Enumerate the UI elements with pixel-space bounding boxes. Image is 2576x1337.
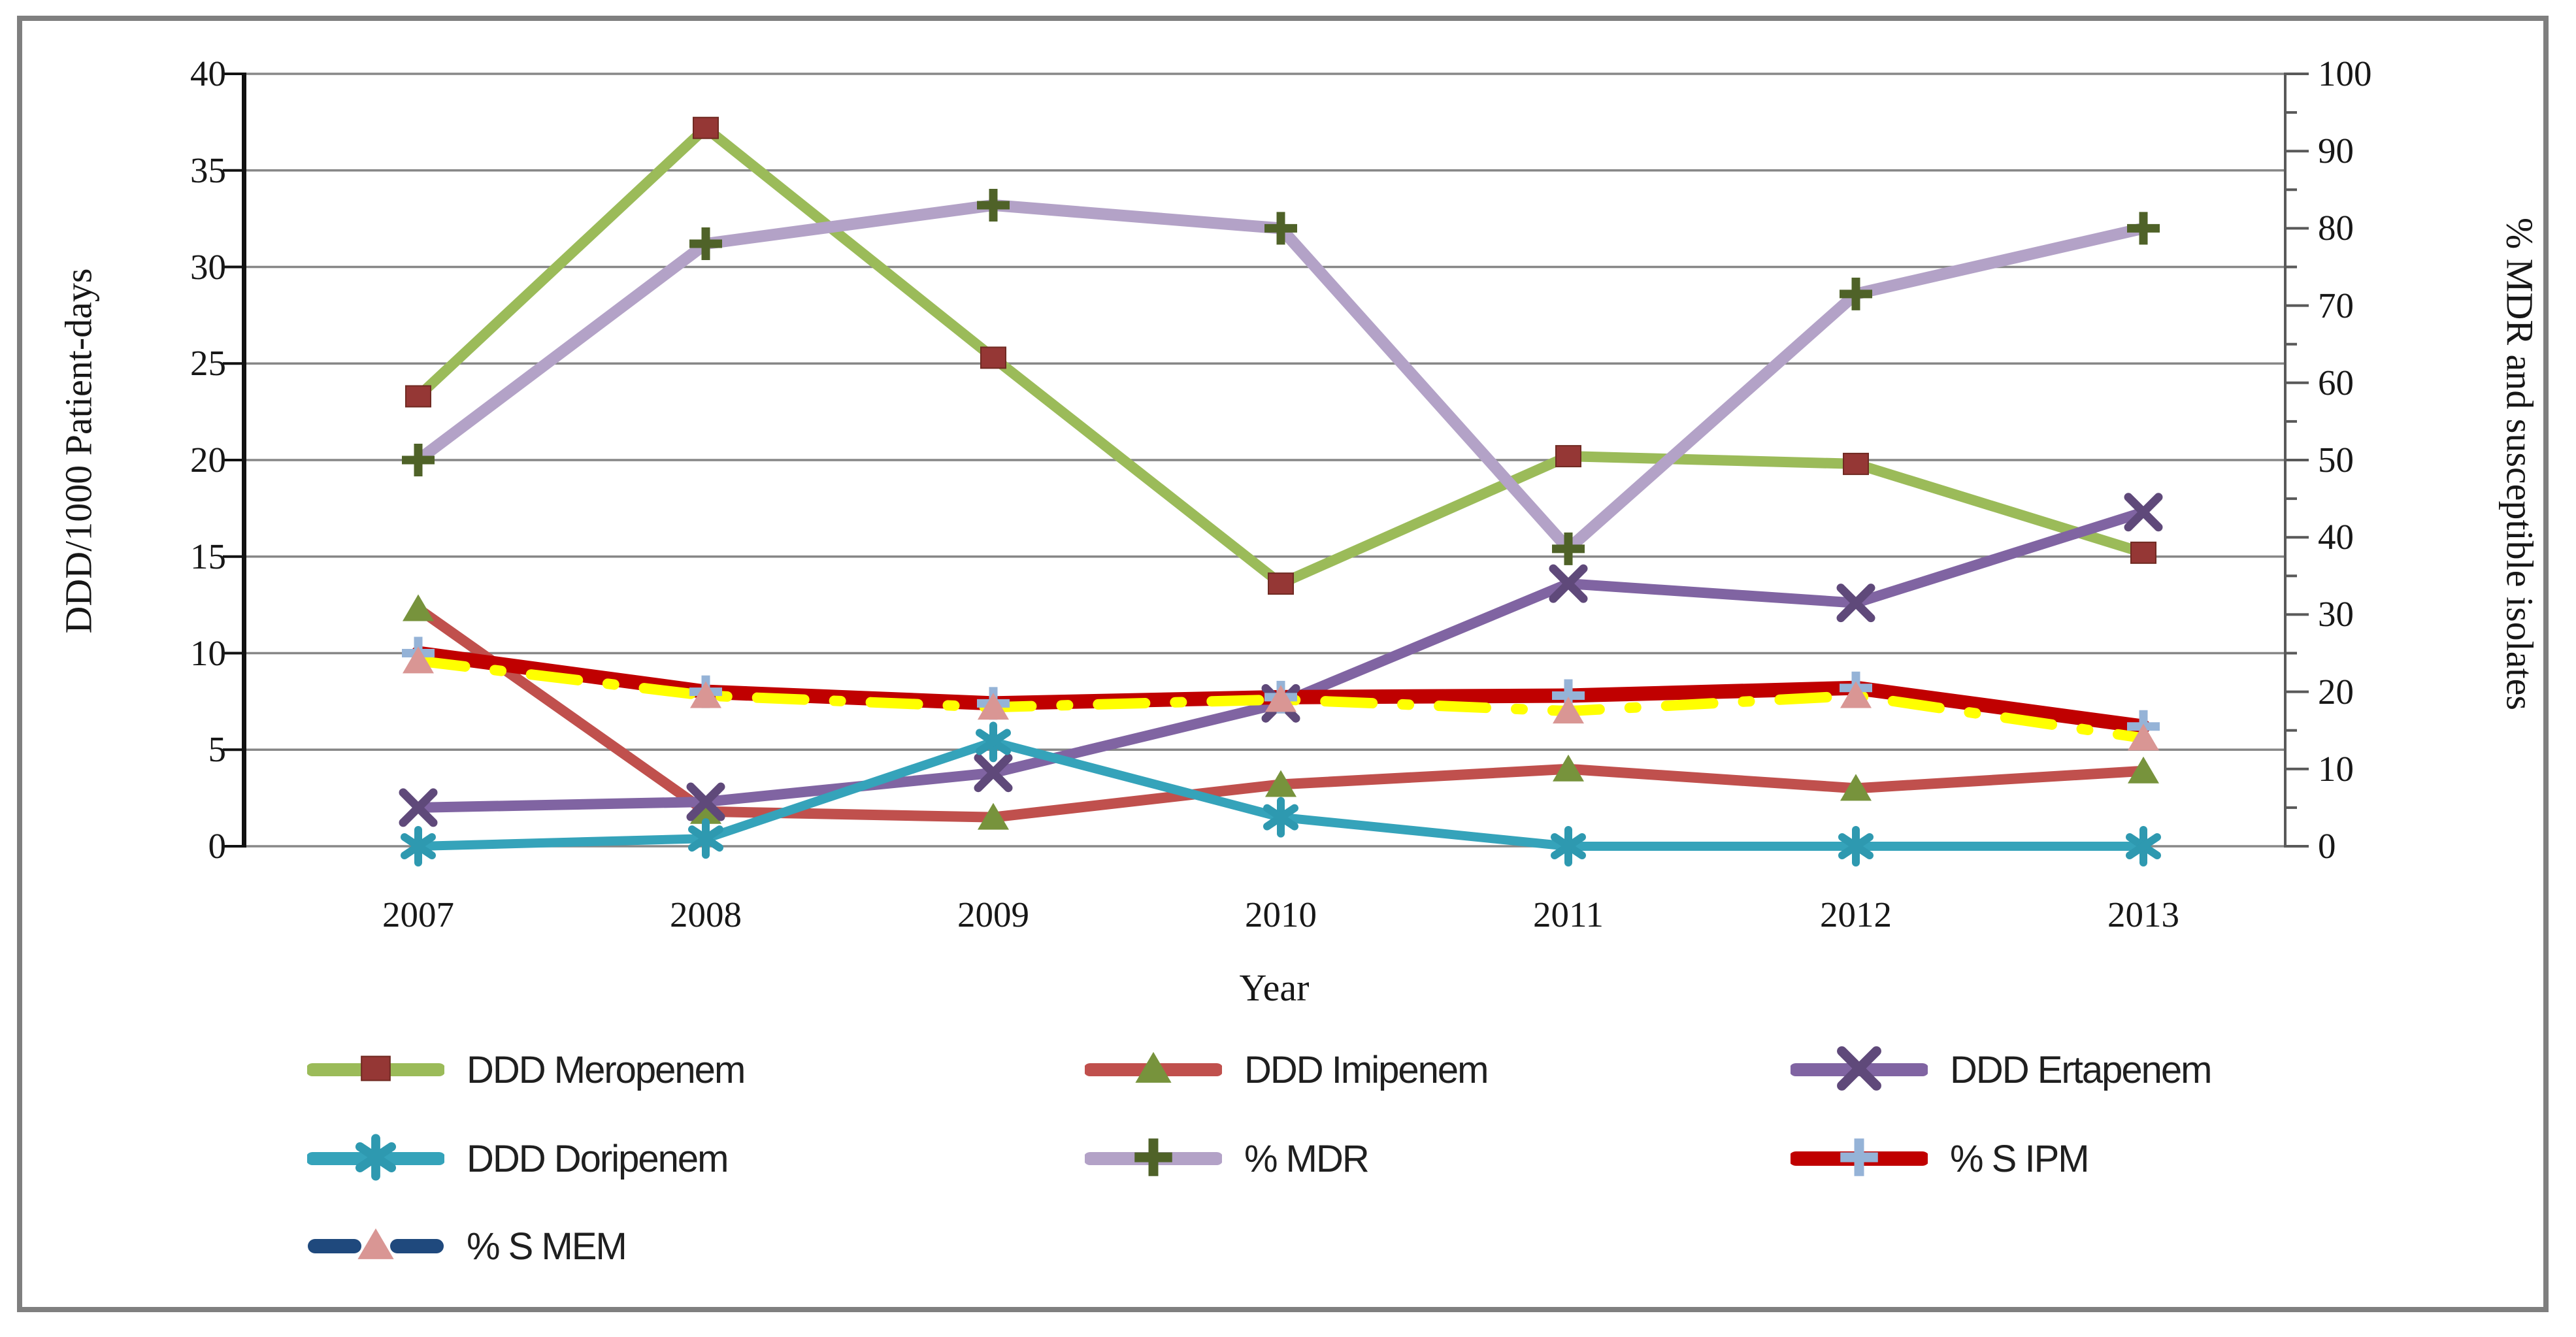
- legend-item: % S IPM: [1791, 1116, 2090, 1201]
- y-right-tick-label: 80: [2318, 208, 2354, 248]
- right-axis-title: % MDR and susceptible isolates: [2498, 218, 2541, 710]
- legend-item: DDD Ertapenem: [1791, 1027, 2212, 1112]
- x-tick-label: 2007: [382, 895, 454, 934]
- series-line: [413, 122, 2149, 589]
- y-right-tick-label: 70: [2318, 285, 2354, 325]
- legend-item: % MDR: [1085, 1116, 1370, 1201]
- y-left-tick-label: 20: [190, 440, 226, 480]
- left-axis-title: DDD/1000 Patient-days: [57, 268, 100, 634]
- x-tick-label: 2008: [670, 895, 742, 934]
- y-left-tick-label: 10: [190, 633, 226, 673]
- y-right-tick-label: 20: [2318, 671, 2354, 712]
- legend-label: % MDR: [1244, 1137, 1370, 1180]
- y-right-tick-label: 90: [2318, 131, 2354, 171]
- legend-glyph-plus-icon: [1085, 1138, 1222, 1176]
- series-line: [412, 199, 2149, 555]
- legend-glyph-x-icon: [1791, 1046, 1928, 1091]
- legend-item: % S MEM: [307, 1204, 627, 1289]
- y-right-tick-label: 10: [2318, 748, 2354, 789]
- legend-glyph-triangle-icon: [1085, 1051, 1222, 1083]
- y-left-tick-label: 40: [190, 54, 226, 93]
- legend-glyph-asterisk-icon: [307, 1134, 444, 1181]
- x-axis-title: Year: [1239, 966, 1310, 1009]
- legend-label: % S MEM: [467, 1225, 627, 1268]
- legend-label: DDD Imipenem: [1244, 1048, 1489, 1091]
- y-right-tick-label: 40: [2318, 517, 2354, 557]
- y-right-tick-label: 100: [2318, 54, 2372, 93]
- y-left-tick-label: 5: [208, 729, 227, 770]
- legend-label: % S IPM: [1950, 1137, 2090, 1180]
- y-left-tick-label: 0: [208, 826, 227, 866]
- y-right-tick-label: 30: [2318, 594, 2354, 635]
- gridlines: [246, 73, 2284, 848]
- y-right-tick-label: 60: [2318, 362, 2354, 403]
- y-left-tick-label: 30: [190, 246, 226, 287]
- legend-label: DDD Meropenem: [467, 1048, 746, 1091]
- x-tick-label: 2012: [1820, 895, 1892, 934]
- y-left-tick-label: 35: [190, 150, 226, 190]
- x-tick-label: 2009: [957, 895, 1029, 934]
- legend-item: DDD Imipenem: [1085, 1027, 1489, 1112]
- legend-glyph-square-icon: [307, 1055, 444, 1081]
- x-tick-label: 2010: [1245, 895, 1317, 934]
- axes: [223, 73, 2309, 848]
- legend-item: DDD Meropenem: [307, 1027, 746, 1112]
- series-markers: [399, 116, 2163, 867]
- y-left-tick-label: 25: [190, 343, 226, 384]
- legend-label: DDD Ertapenem: [1950, 1048, 2212, 1091]
- legend-item: DDD Doripenem: [307, 1116, 729, 1201]
- legend-glyph-plus-icon: [1791, 1138, 1928, 1176]
- legend-glyph-triangle-icon: [308, 1228, 444, 1259]
- x-tick-label: 2011: [1533, 895, 1604, 934]
- y-right-tick-label: 50: [2318, 440, 2354, 480]
- y-right-tick-label: 0: [2318, 826, 2336, 866]
- y-left-tick-label: 15: [190, 536, 226, 576]
- x-tick-label: 2013: [2107, 895, 2179, 934]
- legend-label: DDD Doripenem: [467, 1137, 729, 1180]
